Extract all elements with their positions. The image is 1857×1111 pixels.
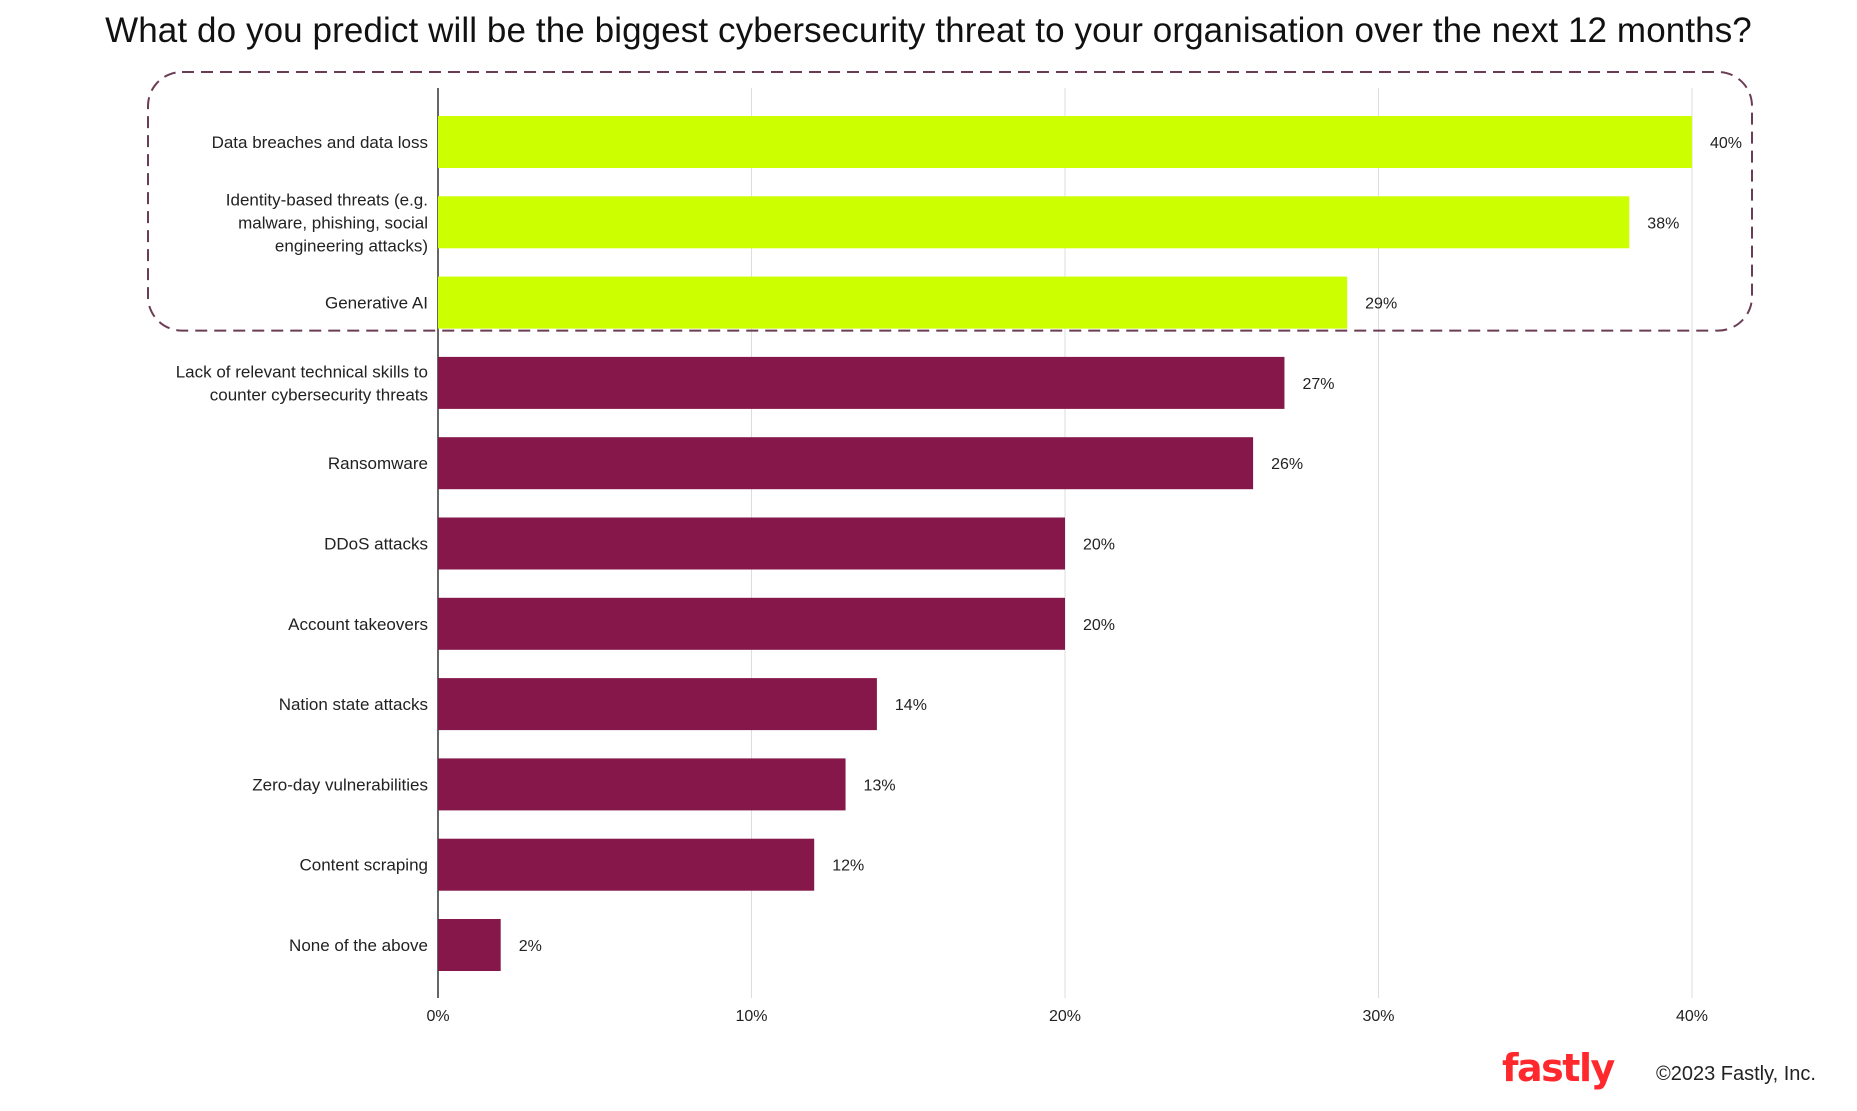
value-label: 20% bbox=[1083, 617, 1115, 634]
category-label: Zero-day vulnerabilities bbox=[252, 775, 428, 794]
value-labels: 40% 38% 29% 27% 26% 20% 20% 14% 13% 12% 2% bbox=[519, 135, 1742, 955]
highlight-box bbox=[147, 71, 1753, 332]
category-label: Lack of relevant technical skills to bbox=[176, 362, 428, 381]
category-label: Generative AI bbox=[325, 294, 428, 313]
value-label: 13% bbox=[864, 777, 896, 794]
fastly-logo: fastly bbox=[1502, 1046, 1615, 1090]
highlight-box-layer bbox=[147, 71, 1753, 332]
value-label: 2% bbox=[519, 938, 542, 955]
value-label: 14% bbox=[895, 697, 927, 714]
bar bbox=[438, 678, 877, 731]
bar bbox=[438, 356, 1285, 409]
value-label: 27% bbox=[1302, 376, 1334, 393]
bar bbox=[438, 919, 501, 971]
x-tick-label: 0% bbox=[426, 1008, 449, 1025]
copyright-text: ©2023 Fastly, Inc. bbox=[1656, 1063, 1816, 1085]
value-label: 26% bbox=[1271, 456, 1303, 473]
value-label: 40% bbox=[1710, 135, 1742, 152]
category-label: Account takeovers bbox=[288, 615, 428, 634]
bar bbox=[438, 758, 846, 811]
x-axis-ticks: 0% 10% 20% 30% 40% bbox=[426, 1008, 1708, 1025]
category-label: Data breaches and data loss bbox=[212, 133, 428, 152]
value-label: 12% bbox=[832, 858, 864, 875]
x-tick-label: 30% bbox=[1362, 1008, 1394, 1025]
category-label: Content scraping bbox=[299, 856, 428, 875]
category-label: malware, phishing, social bbox=[238, 213, 428, 232]
category-label: None of the above bbox=[289, 936, 428, 955]
chart-title: What do you predict will be the biggest … bbox=[105, 11, 1752, 50]
bar bbox=[438, 437, 1254, 490]
category-label: Ransomware bbox=[328, 454, 428, 473]
bar bbox=[438, 196, 1630, 249]
category-labels: Data breaches and data loss Identity-base… bbox=[176, 133, 428, 955]
bar bbox=[438, 597, 1065, 650]
category-label: counter cybersecurity threats bbox=[210, 385, 428, 404]
x-tick-label: 20% bbox=[1049, 1008, 1081, 1025]
x-tick-label: 40% bbox=[1676, 1008, 1708, 1025]
category-label: Identity-based threats (e.g. bbox=[226, 190, 428, 209]
bars bbox=[438, 116, 1692, 971]
category-label: DDoS attacks bbox=[324, 535, 428, 554]
category-label: engineering attacks) bbox=[275, 236, 428, 255]
bar bbox=[438, 116, 1692, 168]
value-label: 20% bbox=[1083, 537, 1115, 554]
value-label: 38% bbox=[1647, 215, 1679, 232]
bar bbox=[438, 517, 1065, 570]
value-label: 29% bbox=[1365, 296, 1397, 313]
x-tick-label: 10% bbox=[735, 1008, 767, 1025]
bar bbox=[438, 838, 815, 891]
bar bbox=[438, 276, 1348, 329]
category-label: Nation state attacks bbox=[279, 695, 428, 714]
